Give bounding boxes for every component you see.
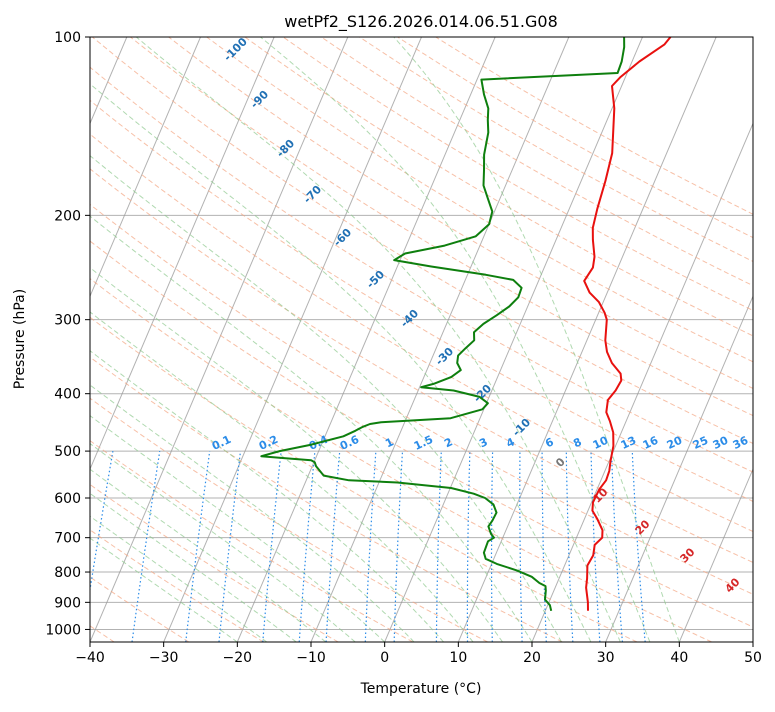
y-tick-label: 800: [54, 565, 81, 581]
y-tick-label: 600: [54, 491, 81, 507]
x-tick-label: −20: [223, 650, 253, 666]
chart-title: wetPf2_S126.2026.014.06.51.G08: [284, 12, 558, 32]
x-tick-label: −30: [149, 650, 179, 666]
y-tick-label: 200: [54, 208, 81, 224]
x-tick-label: 40: [670, 650, 688, 666]
y-tick-label: 700: [54, 531, 81, 547]
y-tick-label: 500: [54, 444, 81, 460]
y-tick-label: 300: [54, 313, 81, 329]
x-tick-label: 10: [449, 650, 467, 666]
y-tick-label: 900: [54, 595, 81, 611]
x-tick-label: −40: [75, 650, 105, 666]
x-axis-label: Temperature (°C): [360, 681, 482, 697]
y-tick-label: 1000: [45, 622, 81, 638]
y-tick-label: 400: [54, 387, 81, 403]
x-tick-label: 20: [523, 650, 541, 666]
x-tick-label: 0: [380, 650, 389, 666]
y-axis-label: Pressure (hPa): [12, 289, 28, 389]
y-tick-label: 100: [54, 30, 81, 46]
x-tick-label: −10: [296, 650, 326, 666]
x-tick-label: 30: [597, 650, 615, 666]
x-tick-label: 50: [744, 650, 762, 666]
